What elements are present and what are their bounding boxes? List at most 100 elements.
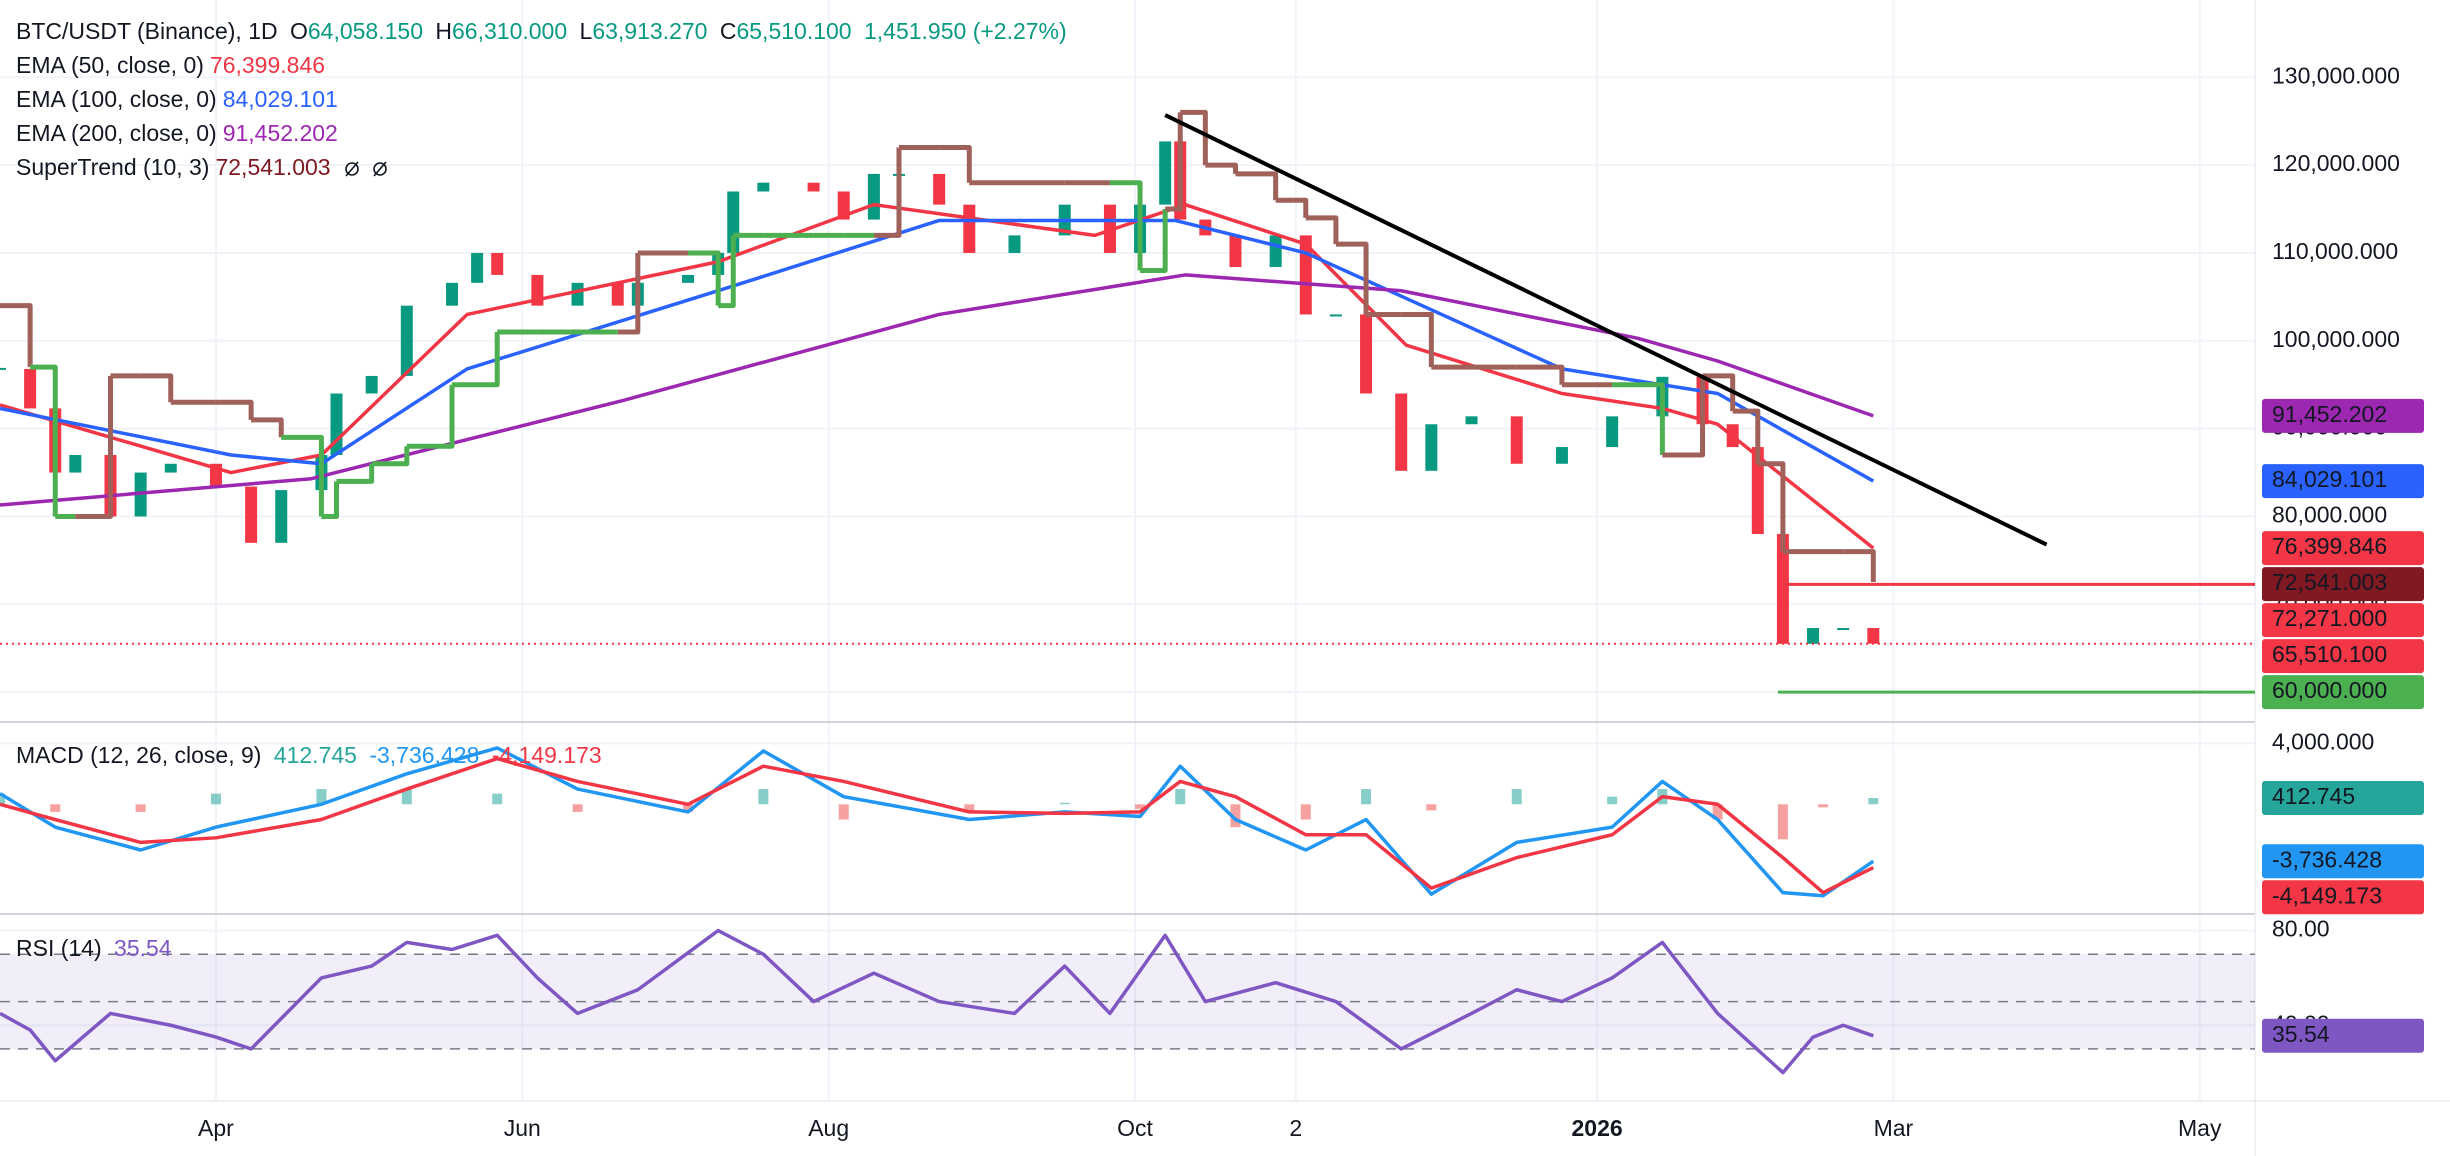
indicator-value: 412.745 xyxy=(273,742,357,768)
candle xyxy=(1465,416,1478,425)
supertrend xyxy=(1205,162,1238,174)
candle xyxy=(1008,235,1021,253)
candle xyxy=(611,282,624,306)
candle xyxy=(1807,628,1820,644)
price-label: 65,510.100 xyxy=(2272,641,2387,667)
histogram-bar xyxy=(135,804,146,812)
supertrend xyxy=(1335,241,1369,315)
series-line xyxy=(0,273,1874,507)
indicator-value: 76,399.846 xyxy=(209,52,326,78)
candle xyxy=(933,173,946,205)
supertrend xyxy=(1165,112,1183,212)
pane xyxy=(0,746,1879,898)
supertrend xyxy=(215,399,254,420)
histogram-bar xyxy=(0,793,5,805)
candle xyxy=(571,282,584,306)
supertrend xyxy=(477,332,500,388)
histogram-bar xyxy=(964,804,975,812)
supertrend xyxy=(75,375,113,519)
price-label-box xyxy=(2262,603,2424,638)
x-tick-label: Mar xyxy=(1874,1115,1914,1141)
histogram-bar xyxy=(1426,804,1437,811)
legend-row: EMA (100, close, 0) 84,029.101 xyxy=(16,82,1073,116)
candle xyxy=(1510,416,1523,464)
supertrend xyxy=(0,303,33,368)
y-tick-label: 120,000.000 xyxy=(2272,150,2400,176)
candle xyxy=(1606,416,1619,448)
indicator-value: 72,541.003 xyxy=(215,154,331,180)
supertrend xyxy=(1180,109,1208,166)
candle xyxy=(682,274,695,283)
candle xyxy=(963,204,976,253)
series-line xyxy=(0,928,1874,1075)
indicator-value: 91,452.202 xyxy=(222,120,338,146)
indicator-value: 35.54 xyxy=(114,935,172,961)
supertrend xyxy=(873,147,902,238)
grid xyxy=(0,0,2255,1101)
price-label-box xyxy=(2262,464,2424,499)
price-label: 72,541.003 xyxy=(2272,569,2387,595)
indicator-name: RSI (14) xyxy=(16,935,102,961)
candle xyxy=(1159,141,1172,205)
histogram-bar xyxy=(1361,789,1372,805)
legend: BTC/USDT (Binance), 1D O64,058.150 H66,3… xyxy=(16,14,1073,184)
supertrend xyxy=(1305,215,1339,245)
price-label: 84,029.101 xyxy=(2272,466,2387,492)
price-label-box xyxy=(2262,880,2424,915)
price-label: 91,452.202 xyxy=(2272,401,2387,427)
supertrend xyxy=(251,417,284,438)
y-tick-label: 4,000.000 xyxy=(2272,728,2374,754)
indicator-name: MACD (12, 26, close, 9) xyxy=(16,742,262,768)
y-tick-label: 130,000.000 xyxy=(2272,62,2400,88)
change: 1,451.950 (+2.27%) xyxy=(863,18,1067,44)
symbol: BTC/USDT (Binance), 1D xyxy=(16,18,278,44)
pane xyxy=(0,109,2255,694)
histogram-bar xyxy=(1300,804,1311,820)
supertrend xyxy=(939,145,972,183)
supertrend xyxy=(1140,209,1168,274)
candle xyxy=(1329,314,1342,317)
price-label-box xyxy=(2262,780,2424,815)
price-axis: 60,000.00070,000.00080,000.00090,000.000… xyxy=(2262,62,2424,1053)
histogram-bar xyxy=(1230,804,1241,828)
pane xyxy=(0,928,2255,1075)
histogram-bar xyxy=(1135,804,1146,809)
candle xyxy=(164,463,177,473)
histogram-bar xyxy=(1818,804,1829,808)
legend-row: BTC/USDT (Binance), 1D O64,058.150 H66,3… xyxy=(16,14,1073,48)
supertrend xyxy=(1109,180,1143,271)
price-label-box xyxy=(2262,639,2424,674)
supertrend xyxy=(1662,375,1706,458)
supertrend xyxy=(1401,311,1434,368)
histogram-bar xyxy=(1607,796,1618,805)
histogram-bar xyxy=(401,789,412,805)
candle xyxy=(491,252,504,275)
x-tick-label: Aug xyxy=(808,1115,849,1141)
histogram-bar xyxy=(572,804,583,812)
supertrend xyxy=(371,446,410,467)
ohlc-key: O xyxy=(289,18,308,44)
supertrend xyxy=(1843,549,1876,582)
histogram-bar xyxy=(1777,804,1788,840)
histogram-bar xyxy=(1059,802,1070,805)
supertrend xyxy=(1275,197,1309,218)
candle xyxy=(1555,447,1568,464)
candle xyxy=(1229,235,1242,268)
supertrend xyxy=(688,250,721,306)
ohlc-key: L xyxy=(579,18,593,44)
candle xyxy=(471,252,484,283)
supertrend xyxy=(30,364,58,517)
supertrend xyxy=(406,384,455,449)
y-tick-label: 100,000.000 xyxy=(2272,326,2400,352)
legend: MACD (12, 26, close, 9) 412.745 -3,736.4… xyxy=(16,738,608,772)
candle xyxy=(1776,534,1789,644)
candle xyxy=(365,375,378,394)
x-tick-label: 2026 xyxy=(1571,1115,1622,1141)
indicator-name: SuperTrend (10, 3) xyxy=(16,154,210,180)
candle xyxy=(1269,235,1282,268)
series-line xyxy=(0,218,1875,483)
indicator-name: EMA (100, close, 0) xyxy=(16,86,217,112)
candle xyxy=(245,486,258,543)
price-label: 76,399.846 xyxy=(2272,533,2387,559)
